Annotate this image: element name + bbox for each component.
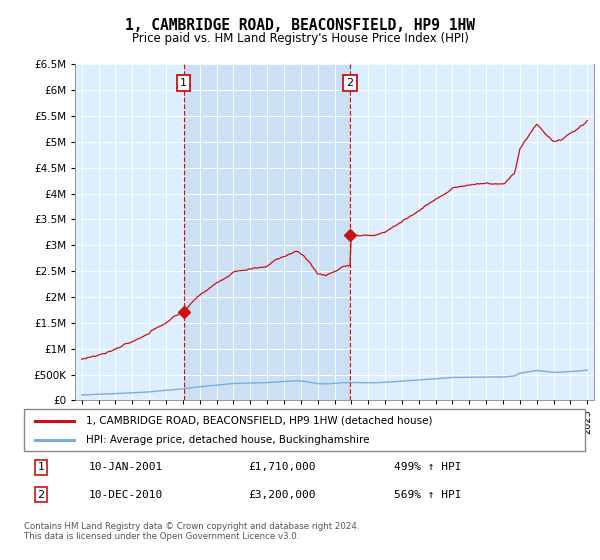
Text: Contains HM Land Registry data © Crown copyright and database right 2024.
This d: Contains HM Land Registry data © Crown c… [24,522,359,542]
Text: 1, CAMBRIDGE ROAD, BEACONSFIELD, HP9 1HW (detached house): 1, CAMBRIDGE ROAD, BEACONSFIELD, HP9 1HW… [86,416,432,426]
Text: 569% ↑ HPI: 569% ↑ HPI [394,490,462,500]
Text: 1, CAMBRIDGE ROAD, BEACONSFIELD, HP9 1HW: 1, CAMBRIDGE ROAD, BEACONSFIELD, HP9 1HW [125,18,475,33]
Text: Price paid vs. HM Land Registry's House Price Index (HPI): Price paid vs. HM Land Registry's House … [131,32,469,45]
Text: 1: 1 [37,462,44,472]
FancyBboxPatch shape [24,409,585,451]
Text: £1,710,000: £1,710,000 [248,462,316,472]
Text: HPI: Average price, detached house, Buckinghamshire: HPI: Average price, detached house, Buck… [86,435,369,445]
Text: £3,200,000: £3,200,000 [248,490,316,500]
Text: 10-JAN-2001: 10-JAN-2001 [89,462,163,472]
Text: 2: 2 [346,78,353,88]
Text: 2: 2 [37,490,44,500]
Text: 499% ↑ HPI: 499% ↑ HPI [394,462,462,472]
Text: 10-DEC-2010: 10-DEC-2010 [89,490,163,500]
Bar [184,64,350,400]
Text: 1: 1 [180,78,187,88]
